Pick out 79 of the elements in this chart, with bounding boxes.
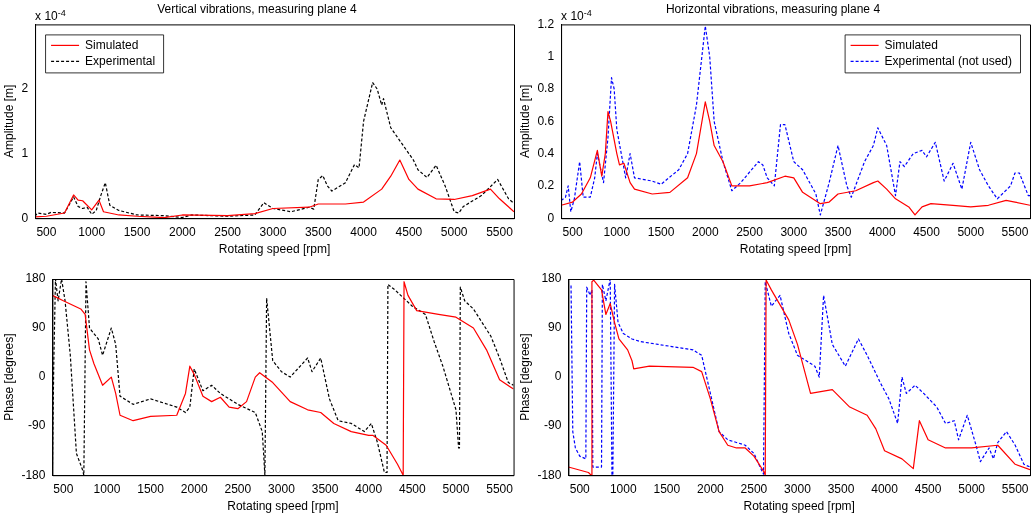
line-series bbox=[561, 25, 1030, 216]
x-tick-label: 3500 bbox=[827, 481, 855, 496]
x-tick-label: 1500 bbox=[123, 224, 151, 239]
x-tick-label: 4000 bbox=[350, 224, 378, 239]
x-tick-label: 1500 bbox=[653, 481, 681, 496]
y-tick-label: 0 bbox=[38, 369, 46, 384]
y-axis-title: Phase [degrees] bbox=[517, 333, 532, 421]
x-tick-label: 2000 bbox=[168, 224, 196, 239]
x-tick-label: 3000 bbox=[784, 481, 812, 496]
y-tick-label: 90 bbox=[548, 320, 562, 335]
x-tick-label: 3500 bbox=[311, 481, 339, 496]
x-tick-label: 500 bbox=[562, 224, 583, 239]
x-axis-title: Rotating speed [rpm] bbox=[739, 242, 852, 257]
x-tick-label: 2000 bbox=[691, 224, 719, 239]
x-tick-label: 500 bbox=[36, 224, 57, 239]
legend-label: Experimental (not used) bbox=[884, 53, 1013, 68]
x-tick-label: 3000 bbox=[259, 224, 287, 239]
x-tick-label: 2500 bbox=[736, 224, 764, 239]
x-tick-label: 4500 bbox=[914, 481, 942, 496]
x-axis-title: Rotating speed [rpm] bbox=[218, 242, 331, 257]
x-tick-label: 4000 bbox=[868, 224, 896, 239]
x-tick-label: 3500 bbox=[824, 224, 852, 239]
x-tick-label: 1000 bbox=[609, 481, 637, 496]
y-tick-label: -90 bbox=[28, 418, 46, 433]
x-tick-label: 4000 bbox=[871, 481, 899, 496]
x-tick-label: 1500 bbox=[647, 224, 675, 239]
y-tick-label: 180 bbox=[25, 271, 46, 286]
y-tick-label: 1 bbox=[547, 49, 555, 64]
x-tick-label: 4500 bbox=[395, 224, 423, 239]
y-tick-label: 90 bbox=[32, 320, 46, 335]
x-tick-label: 4000 bbox=[355, 481, 383, 496]
y-tick-label: 0.4 bbox=[537, 145, 555, 160]
y-tick-label: 0.8 bbox=[537, 81, 555, 96]
x-tick-label: 5500 bbox=[486, 224, 514, 239]
legend-label: Simulated bbox=[884, 37, 938, 52]
x-tick-label: 5500 bbox=[1001, 224, 1029, 239]
x-tick-label: 2500 bbox=[214, 224, 242, 239]
x-axis-title: Rotating speed [rpm] bbox=[743, 499, 855, 514]
x-tick-label: 500 bbox=[53, 481, 74, 496]
x-tick-label: 4500 bbox=[913, 224, 941, 239]
y-tick-label: 0.2 bbox=[537, 178, 555, 193]
x-tick-label: 1000 bbox=[93, 481, 121, 496]
x-tick-label: 5500 bbox=[1001, 481, 1029, 496]
x-tick-label: 1500 bbox=[137, 481, 165, 496]
y-tick-label: -180 bbox=[537, 467, 562, 482]
chart-title: Horizontal vibrations, measuring plane 4 bbox=[665, 1, 881, 16]
x-tick-label: 4500 bbox=[398, 481, 427, 496]
y-tick-label: 0 bbox=[21, 210, 29, 225]
x-tick-label: 5500 bbox=[486, 481, 514, 496]
y-axis-title: Amplitude [m] bbox=[517, 84, 532, 158]
y-tick-label: 0.6 bbox=[537, 113, 555, 128]
y-tick-label: 0 bbox=[554, 369, 562, 384]
x-tick-label: 5000 bbox=[958, 481, 986, 496]
x-tick-label: 2000 bbox=[180, 481, 208, 496]
x-tick-label: 2000 bbox=[697, 481, 725, 496]
chart-title: Vertical vibrations, measuring plane 4 bbox=[157, 1, 358, 16]
x-tick-label: 2500 bbox=[740, 481, 768, 496]
x-tick-label: 1000 bbox=[78, 224, 106, 239]
x-tick-label: 5000 bbox=[957, 224, 985, 239]
y-tick-label: 1 bbox=[21, 145, 29, 160]
y-tick-label: -90 bbox=[544, 418, 562, 433]
legend-label: Simulated bbox=[85, 37, 139, 52]
y-tick-label: -180 bbox=[21, 467, 46, 482]
y-axis-title: Amplitude [m] bbox=[1, 84, 16, 158]
x-tick-label: 2500 bbox=[224, 481, 252, 496]
x-tick-label: 3000 bbox=[268, 481, 296, 496]
x-tick-label: 1000 bbox=[603, 224, 631, 239]
y-axis-title: Phase [degrees] bbox=[1, 333, 16, 421]
y-tick-label: 2 bbox=[21, 81, 29, 96]
legend-label: Experimental bbox=[85, 53, 156, 68]
y-tick-label: 1.2 bbox=[537, 16, 555, 31]
x-tick-label: 3500 bbox=[304, 224, 332, 239]
x-tick-label: 5000 bbox=[440, 224, 468, 239]
x-tick-label: 500 bbox=[569, 481, 591, 496]
x-axis-title: Rotating speed [rpm] bbox=[227, 499, 339, 514]
y-tick-label: 0 bbox=[547, 210, 555, 225]
x-tick-label: 3000 bbox=[780, 224, 808, 239]
x-tick-label: 5000 bbox=[442, 481, 470, 496]
y-tick-label: 180 bbox=[541, 271, 562, 286]
